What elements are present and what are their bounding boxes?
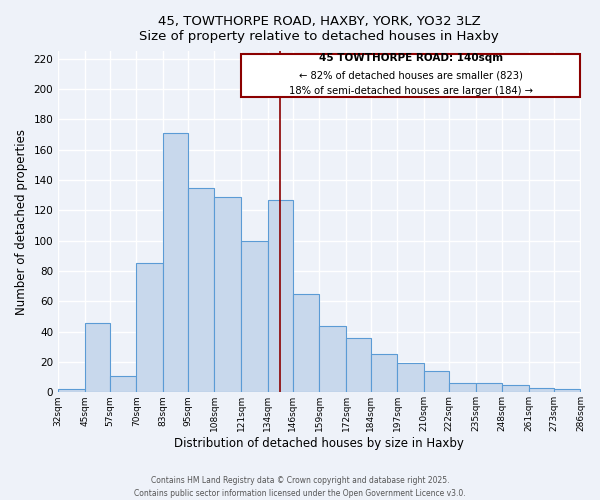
Bar	[58, 390, 85, 392]
FancyBboxPatch shape	[241, 54, 580, 96]
Bar	[529, 388, 554, 392]
Bar	[163, 133, 188, 392]
Bar	[110, 376, 136, 392]
Bar	[293, 294, 319, 392]
Title: 45, TOWTHORPE ROAD, HAXBY, YORK, YO32 3LZ
Size of property relative to detached : 45, TOWTHORPE ROAD, HAXBY, YORK, YO32 3L…	[139, 15, 499, 43]
Bar	[371, 354, 397, 393]
Bar	[502, 384, 529, 392]
X-axis label: Distribution of detached houses by size in Haxby: Distribution of detached houses by size …	[175, 437, 464, 450]
Bar	[319, 326, 346, 392]
Text: ← 82% of detached houses are smaller (823): ← 82% of detached houses are smaller (82…	[299, 70, 523, 81]
Text: 18% of semi-detached houses are larger (184) →: 18% of semi-detached houses are larger (…	[289, 86, 533, 96]
Bar	[476, 383, 502, 392]
Text: Contains HM Land Registry data © Crown copyright and database right 2025.
Contai: Contains HM Land Registry data © Crown c…	[134, 476, 466, 498]
Bar	[397, 364, 424, 392]
Bar	[346, 338, 371, 392]
Y-axis label: Number of detached properties: Number of detached properties	[15, 128, 28, 314]
Bar	[241, 240, 268, 392]
Bar	[554, 390, 580, 392]
Bar	[136, 264, 163, 392]
Text: 45 TOWTHORPE ROAD: 140sqm: 45 TOWTHORPE ROAD: 140sqm	[319, 54, 503, 64]
Bar	[424, 371, 449, 392]
Bar	[449, 383, 476, 392]
Bar	[268, 200, 293, 392]
Bar	[188, 188, 214, 392]
Bar	[85, 322, 110, 392]
Bar	[214, 196, 241, 392]
